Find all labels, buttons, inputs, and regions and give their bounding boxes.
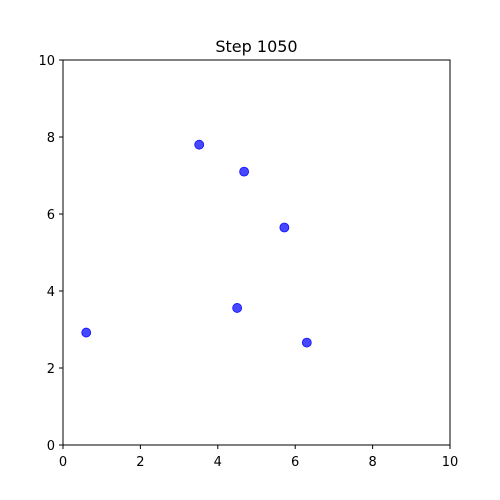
data-point [194,139,205,150]
y-tick-label: 10 [38,54,55,69]
y-tick-label: 0 [47,439,55,454]
y-tick-label: 4 [47,285,55,300]
data-point [232,303,243,313]
y-tick-label: 6 [47,208,55,223]
plot-frame [62,59,451,446]
y-tick-label: 2 [47,362,55,377]
x-tick-label: 0 [59,455,67,470]
y-axis: 0 2 4 6 8 10 [38,54,63,454]
data-points [81,139,312,348]
x-tick-label: 2 [136,455,144,470]
x-tick-label: 8 [368,455,376,470]
data-point [301,337,312,348]
y-tick-label: 8 [47,131,55,146]
x-tick-label: 10 [442,455,459,470]
x-tick-label: 6 [291,455,299,470]
data-point [81,327,92,338]
x-axis: 0 2 4 6 8 10 [59,445,458,470]
data-point [239,166,250,177]
chart-title: Step 1050 [215,37,297,56]
data-point [279,222,290,233]
x-tick-label: 4 [214,455,222,470]
